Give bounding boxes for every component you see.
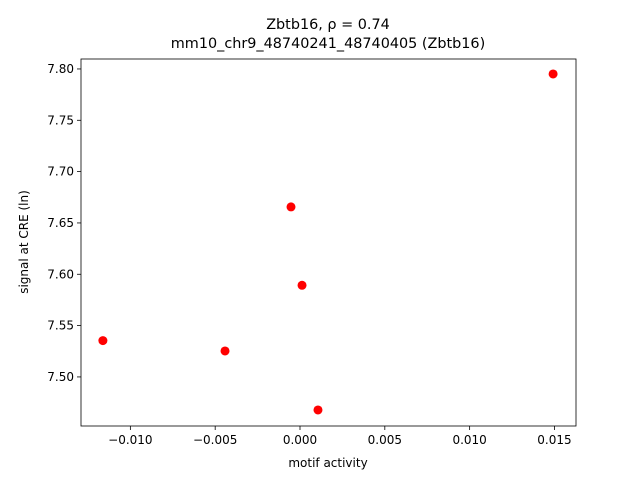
x-tick-label: 0.010	[452, 433, 486, 447]
point	[297, 280, 307, 290]
chart-subtitle: mm10_chr9_48740241_48740405 (Zbtb16)	[171, 36, 485, 52]
plot-frame	[80, 58, 577, 427]
x-tick-label: 0.015	[537, 433, 571, 447]
y-axis-label: signal at CRE (ln)	[17, 190, 31, 294]
y-tick-label: 7.55	[47, 319, 74, 333]
x-tick-label: −0.010	[108, 433, 152, 447]
y-tick-label: 7.70	[47, 165, 74, 179]
x-axis-label: motif activity	[288, 456, 367, 470]
point	[313, 405, 323, 415]
x-tick-label: 0.005	[368, 433, 402, 447]
y-tick-label: 7.60	[47, 267, 74, 281]
point	[286, 202, 296, 212]
x-tick-label: −0.005	[193, 433, 237, 447]
chart-title: Zbtb16, ρ = 0.74	[266, 17, 390, 33]
point	[98, 336, 108, 346]
point	[220, 346, 230, 356]
point	[548, 69, 558, 79]
y-tick-label: 7.75	[47, 113, 74, 127]
y-tick-label: 7.80	[47, 62, 74, 76]
y-tick-label: 7.50	[47, 370, 74, 384]
y-tick-label: 7.65	[47, 216, 74, 230]
x-tick-label: 0.000	[283, 433, 317, 447]
